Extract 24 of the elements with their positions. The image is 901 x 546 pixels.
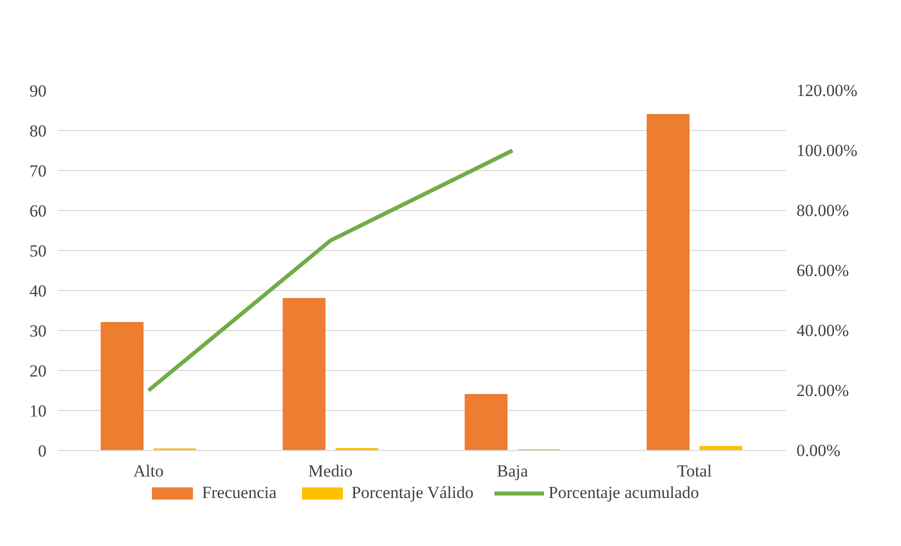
- y-tick-label: 90: [30, 82, 46, 100]
- y-tick-label: 60: [30, 202, 46, 220]
- x-tick-label: Total: [677, 462, 712, 480]
- y2-tick-label: 100.00%: [796, 141, 858, 160]
- y-tick-label: 40: [30, 282, 46, 300]
- y2-tick-label: 0.00%: [796, 441, 840, 460]
- x-tick-label: Alto: [133, 462, 164, 480]
- y-tick-label: 30: [30, 322, 46, 340]
- x-tick-label: Medio: [308, 462, 353, 480]
- legend-label: Porcentaje Válido: [352, 483, 474, 503]
- y2-tick-label: 60.00%: [796, 261, 849, 280]
- legend-label: Porcentaje acumulado: [548, 483, 700, 503]
- y2-tick-label: 20.00%: [796, 381, 849, 400]
- y-tick-label: 0: [38, 442, 46, 460]
- x-tick-label: Baja: [496, 462, 529, 480]
- y-tick-label: 70: [30, 162, 46, 180]
- y2-tick-label: 120.00%: [796, 81, 858, 100]
- y2-tick-label: 40.00%: [796, 321, 849, 340]
- legend-label: Frecuencia: [202, 483, 277, 503]
- y-tick-label: 10: [30, 402, 46, 420]
- y-tick-label: 80: [30, 122, 46, 140]
- y-tick-label: 20: [30, 362, 46, 380]
- y-tick-label: 50: [30, 242, 46, 260]
- y2-tick-label: 80.00%: [796, 201, 849, 220]
